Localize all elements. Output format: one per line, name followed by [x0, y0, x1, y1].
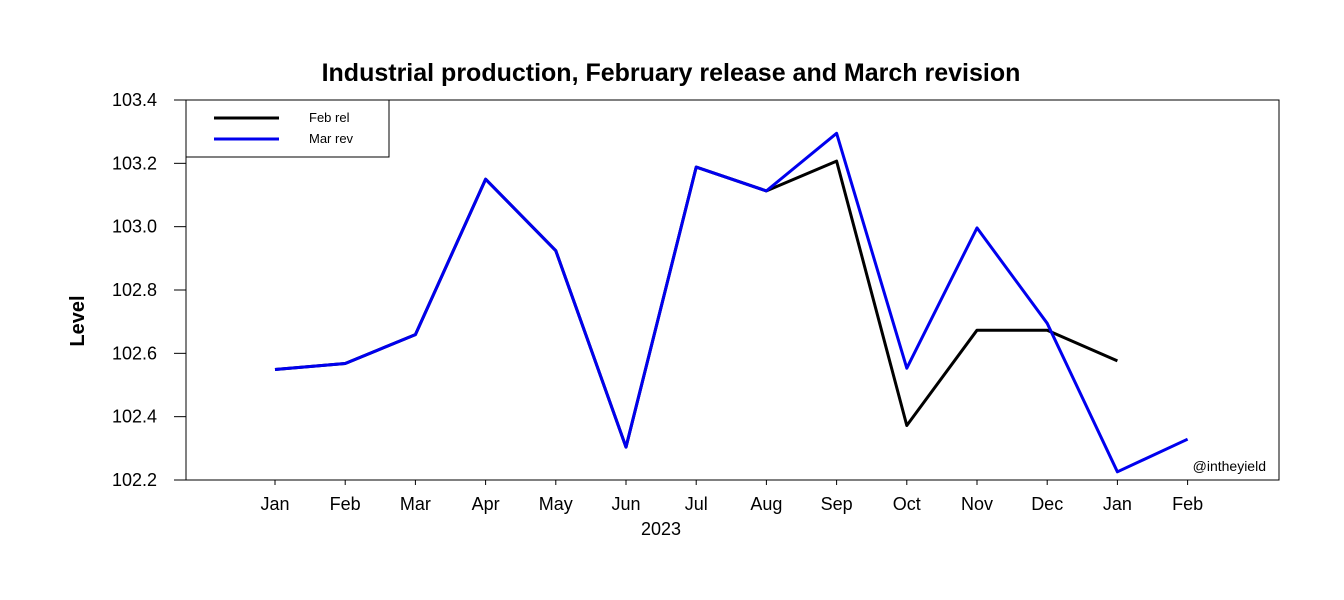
y-tick-label: 102.2	[112, 470, 157, 490]
x-tick-label: Nov	[961, 494, 993, 514]
x-tick-label: Sep	[821, 494, 853, 514]
x-tick-label: Jun	[611, 494, 640, 514]
legend: Feb rel Mar rev	[185, 99, 390, 158]
x-tick-label: Oct	[893, 494, 921, 514]
x-axis: Jan Feb Mar Apr May Jun Jul Aug Sep Oct Nov Dec Jan F…	[260, 480, 1203, 514]
series-line-mar-rev	[274, 131, 1189, 474]
y-tick-label: 102.6	[112, 343, 157, 363]
y-tick-label: 103.2	[112, 153, 157, 173]
x-tick-label: Jul	[685, 494, 708, 514]
legend-label-mar-rev: Mar rev	[309, 131, 354, 146]
x-tick-label: Jan	[1103, 494, 1132, 514]
x-tick-label: Jan	[260, 494, 289, 514]
chart-title: Industrial production, February release …	[322, 59, 1021, 87]
x-tick-label: Feb	[330, 494, 361, 514]
legend-label-feb-rel: Feb rel	[309, 110, 350, 125]
y-tick-label: 103.0	[112, 217, 157, 237]
y-tick-label: 103.4	[112, 90, 157, 110]
credit-label: @intheyield	[1193, 458, 1266, 474]
x-tick-label: Mar	[400, 494, 431, 514]
x-axis-label: 2023	[641, 519, 681, 539]
y-tick-label: 102.4	[112, 407, 157, 427]
y-axis-label: Level	[67, 295, 89, 346]
series-layer	[274, 131, 1189, 474]
x-tick-label: May	[539, 494, 573, 514]
x-tick-label: Aug	[750, 494, 782, 514]
y-tick-label: 102.8	[112, 280, 157, 300]
legend-box	[185, 99, 390, 158]
x-tick-label: Dec	[1031, 494, 1063, 514]
series-line-feb-rel	[274, 159, 1119, 449]
x-tick-label: Apr	[472, 494, 500, 514]
y-axis: 102.2 102.4 102.6 102.8 103.0 103.2 103.4	[112, 90, 186, 490]
x-tick-label: Feb	[1172, 494, 1203, 514]
